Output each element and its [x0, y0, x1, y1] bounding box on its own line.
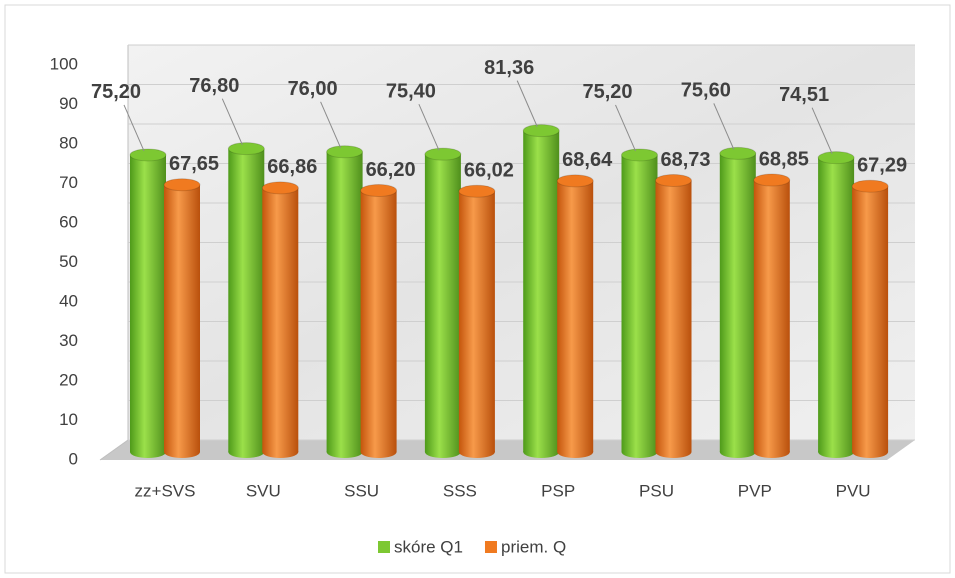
bar [655, 180, 692, 453]
bar [424, 154, 461, 453]
value-label: 66,02 [464, 160, 514, 182]
value-label: 75,40 [386, 80, 436, 102]
bar-top [360, 184, 398, 198]
bar-top [227, 142, 265, 156]
value-label: 75,20 [91, 81, 141, 103]
legend-swatch [378, 541, 390, 553]
y-tick-label: 10 [59, 410, 78, 429]
bar-top [261, 181, 299, 195]
bar [262, 187, 299, 452]
bar [557, 180, 594, 452]
x-tick-label: PVP [738, 481, 772, 500]
bar [719, 153, 756, 452]
legend-label: skóre Q1 [394, 537, 463, 556]
x-tick-label: PSU [639, 481, 674, 500]
leader-line [221, 98, 243, 145]
bar-top [556, 174, 594, 188]
y-tick-label: 60 [59, 212, 78, 231]
bar [458, 191, 495, 452]
leader-line [418, 103, 440, 151]
y-tick-label: 30 [59, 331, 78, 350]
x-tick-label: SSU [344, 481, 379, 500]
bar [852, 186, 889, 452]
value-label: 66,86 [267, 156, 317, 178]
y-tick-label: 70 [59, 173, 78, 192]
leader-line [811, 107, 833, 154]
legend-swatch [484, 541, 497, 553]
bar-top [817, 151, 855, 165]
y-tick-label: 100 [50, 54, 78, 73]
y-tick-label: 80 [59, 133, 78, 152]
x-tick-label: PSP [541, 481, 575, 500]
leader-line [123, 104, 145, 152]
y-tick-label: 90 [59, 94, 78, 113]
x-tick-label: SVU [246, 481, 281, 500]
bar-top [719, 146, 757, 160]
floor [100, 440, 915, 460]
y-tick-label: 50 [59, 252, 78, 271]
bar [326, 151, 363, 453]
bar [753, 180, 790, 453]
x-tick-label: SSS [443, 481, 477, 500]
bar [228, 148, 265, 452]
value-label: 75,60 [681, 80, 731, 102]
leader-line [615, 104, 636, 152]
bar [621, 154, 658, 452]
bar [130, 154, 166, 452]
leader-line [516, 80, 538, 127]
value-label: 68,85 [759, 148, 809, 170]
value-label: 66,20 [366, 159, 416, 181]
leader-line [320, 101, 342, 148]
y-tick-label: 20 [59, 370, 78, 389]
value-label: 76,00 [288, 78, 338, 100]
bar [523, 130, 560, 453]
value-label: 68,73 [660, 149, 710, 171]
bar [164, 184, 200, 452]
bar [818, 157, 855, 453]
x-tick-label: zz+SVS [135, 481, 196, 500]
y-tick-label: 40 [59, 291, 78, 310]
y-tick-label: 0 [69, 449, 78, 468]
value-label: 74,51 [779, 84, 829, 106]
x-tick-label: PVU [836, 481, 871, 500]
value-label: 75,20 [582, 81, 632, 103]
bar-top [655, 174, 692, 188]
legend-label: priem. Q [501, 537, 566, 556]
bar-top [522, 124, 560, 138]
bar-top [326, 145, 364, 159]
bar-top [424, 147, 462, 161]
value-label: 68,64 [562, 149, 613, 171]
bar-top [458, 184, 496, 198]
value-label: 67,29 [857, 154, 907, 176]
bar-top [163, 178, 201, 192]
bar-top [851, 179, 889, 193]
bar-top [621, 148, 658, 162]
leader-line [713, 103, 735, 150]
bar-top [129, 148, 167, 162]
value-label: 76,80 [189, 75, 239, 97]
side-edge [99, 439, 129, 461]
value-label: 81,36 [484, 57, 534, 79]
bar [360, 190, 397, 452]
value-label: 67,65 [169, 153, 219, 175]
bar-top [753, 173, 791, 187]
